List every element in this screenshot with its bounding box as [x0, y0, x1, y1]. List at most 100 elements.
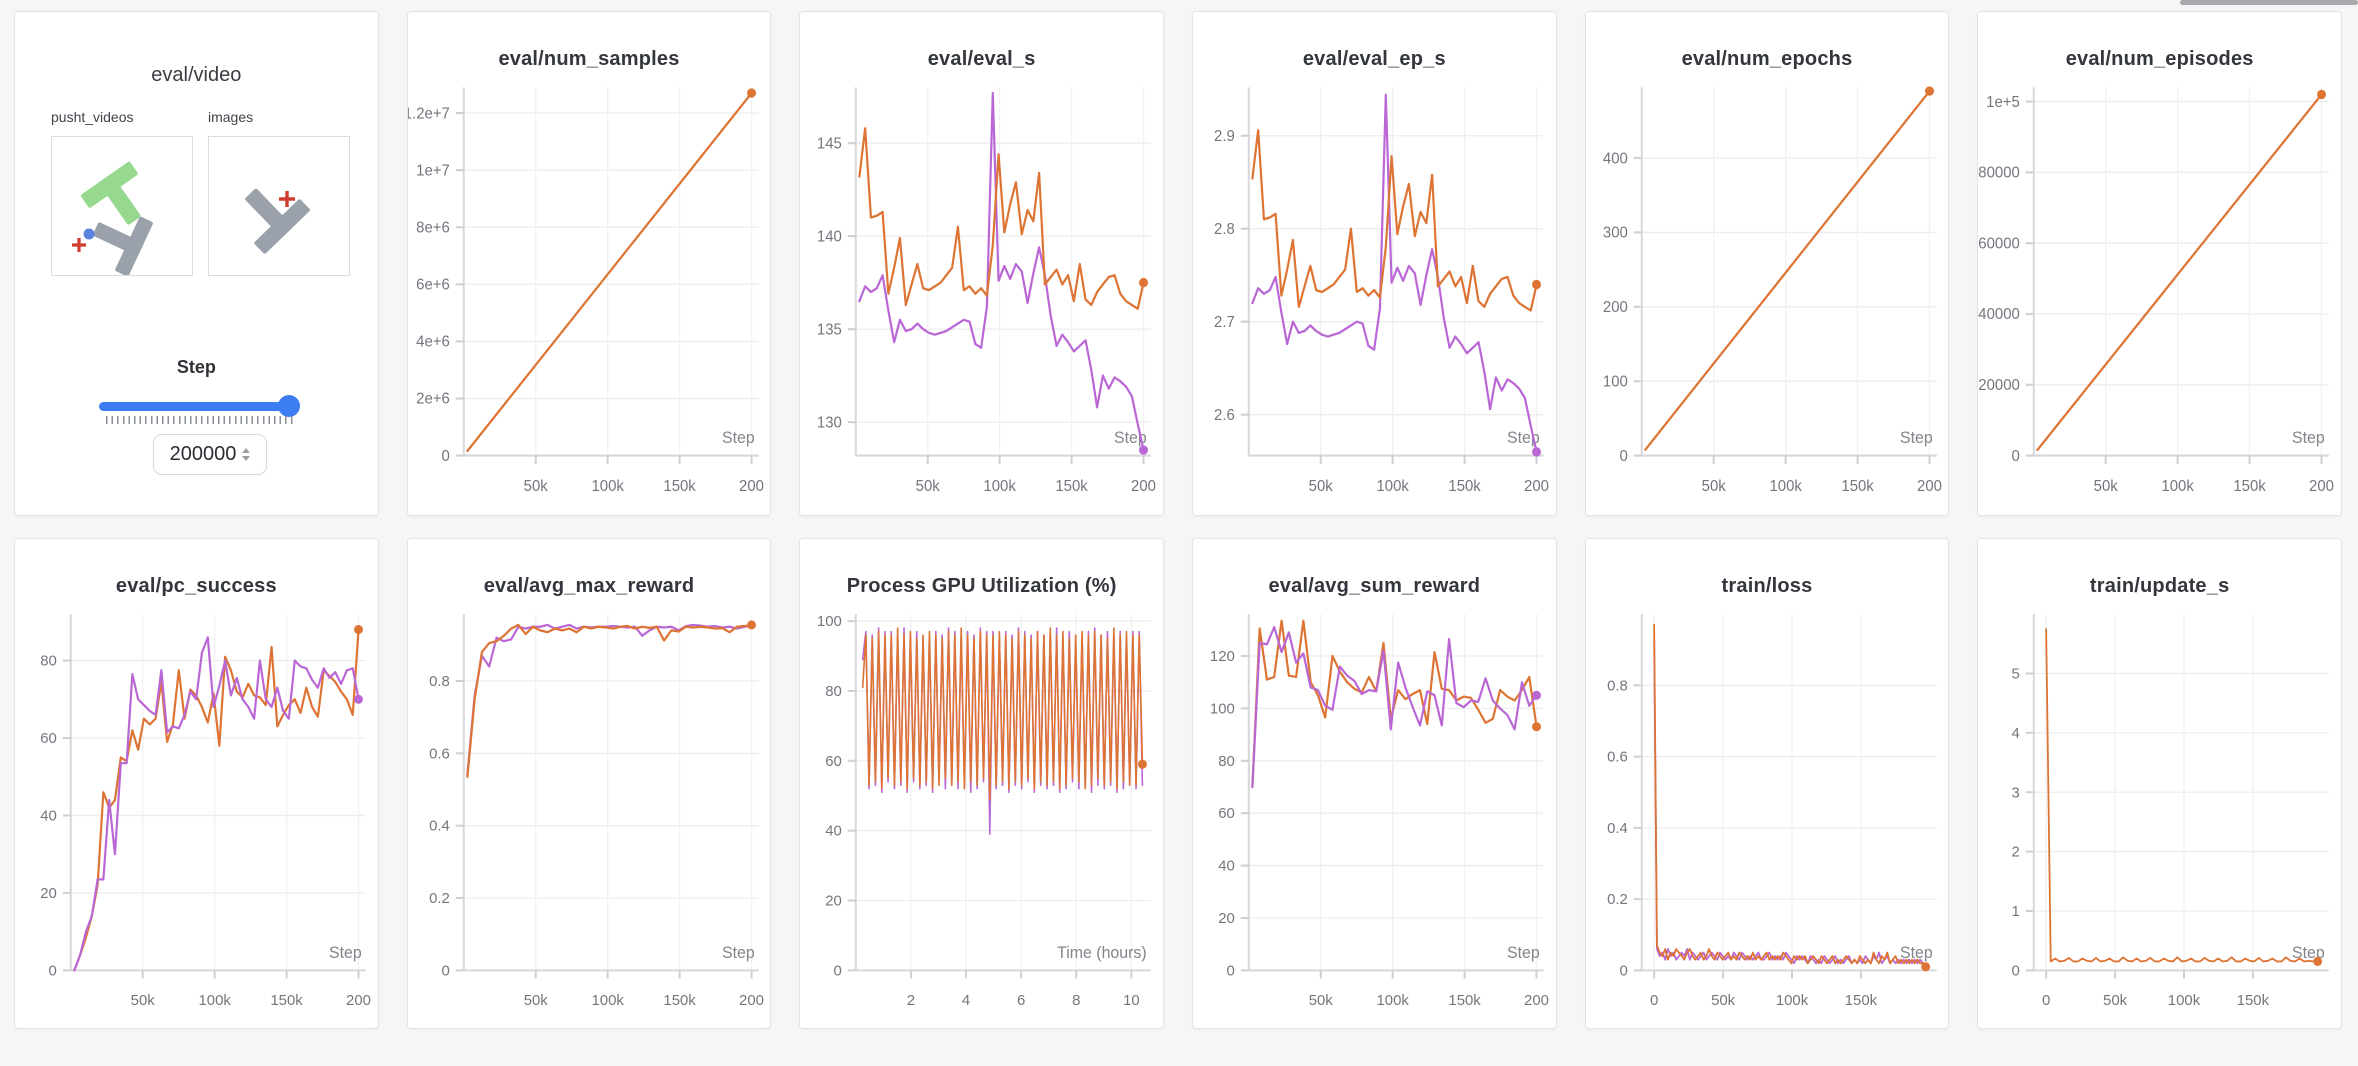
svg-text:80000: 80000 [1979, 164, 2021, 181]
svg-text:40: 40 [1218, 858, 1235, 875]
chart-plot[interactable]: 50k 100k 150k 200 0 100 200 300 400 Step [1586, 79, 1949, 510]
svg-text:0: 0 [2042, 992, 2050, 1009]
svg-text:4: 4 [962, 992, 970, 1009]
stepper-arrows-icon[interactable] [242, 448, 251, 461]
svg-text:60: 60 [40, 730, 57, 747]
images-thumbnail[interactable] [208, 136, 350, 276]
svg-text:80: 80 [1218, 753, 1235, 770]
svg-text:80: 80 [40, 653, 57, 670]
panel-eval-num-episodes[interactable]: eval/num_episodes 50k 100k 150k 200 0 20000 400… [1977, 11, 2342, 516]
svg-text:140: 140 [817, 228, 842, 245]
chart-plot[interactable]: 50k 100k 150k 200 0 20 40 60 80 Step [15, 606, 378, 1023]
svg-text:200: 200 [346, 992, 371, 1009]
svg-text:100k: 100k [198, 992, 231, 1009]
chart-title: Process GPU Utilization (%) [846, 575, 1117, 597]
svg-text:2.8: 2.8 [1214, 221, 1235, 238]
pusht-scene-icon [72, 161, 153, 277]
svg-text:5: 5 [2012, 665, 2020, 682]
step-slider[interactable] [99, 402, 298, 411]
panel-eval-num-epochs[interactable]: eval/num_epochs 50k 100k 150k 200 0 100 200 300 4… [1584, 11, 1950, 516]
svg-text:Step: Step [1900, 944, 1933, 962]
svg-text:8e+6: 8e+6 [416, 219, 450, 236]
panel-eval-eval-ep-s[interactable]: eval/eval_ep_s 50k 100k 150k 200 2.6 2.7 2.8 2.9… [1191, 11, 1557, 516]
svg-text:150k: 150k [2234, 478, 2267, 495]
svg-text:50k: 50k [1701, 478, 1725, 495]
step-slider-ticks [106, 416, 296, 424]
svg-text:2.6: 2.6 [1214, 407, 1235, 424]
step-value-input[interactable]: 200000 [153, 434, 267, 475]
svg-text:200: 200 [1524, 478, 1549, 495]
svg-text:50k: 50k [131, 992, 156, 1009]
svg-text:200: 200 [2309, 478, 2334, 495]
chart-title: eval/pc_success [115, 575, 277, 597]
svg-text:50k: 50k [1309, 992, 1334, 1009]
chart-plot[interactable]: 50k 100k 150k 200 130 135 140 145 Step [800, 79, 1163, 510]
svg-text:80: 80 [826, 683, 843, 700]
svg-text:120: 120 [1210, 648, 1235, 665]
panel-eval-avg-max-reward[interactable]: eval/avg_max_reward 50k 100k 150k 200 0 0.2 0.4… [406, 538, 772, 1029]
svg-text:0: 0 [1227, 962, 1235, 979]
chart-plot[interactable]: 0 50k 100k 150k 0 0.2 0.4 0.6 0.8 Step [1586, 606, 1949, 1023]
svg-text:50k: 50k [523, 478, 547, 495]
panel-eval-video[interactable]: eval/video pusht_videos images [14, 11, 379, 516]
svg-text:100k: 100k [1775, 992, 1808, 1009]
svg-text:0: 0 [2012, 448, 2020, 465]
chart-plot[interactable]: 50k 100k 150k 200 0 0.2 0.4 0.6 0.8 Step [408, 606, 771, 1023]
svg-text:0: 0 [441, 448, 449, 465]
svg-text:50k: 50k [916, 478, 940, 495]
svg-text:0.2: 0.2 [1607, 891, 1628, 908]
svg-text:130: 130 [817, 414, 842, 431]
svg-text:0.6: 0.6 [1607, 749, 1628, 766]
svg-text:200: 200 [1131, 478, 1156, 495]
svg-text:150k: 150k [1844, 992, 1877, 1009]
svg-text:400: 400 [1603, 150, 1628, 167]
svg-text:1.2e+7: 1.2e+7 [408, 105, 450, 122]
panel-eval-eval-s[interactable]: eval/eval_s 50k 100k 150k 200 130 135 140 145 Ste… [799, 11, 1164, 516]
chart-title: train/loss [1721, 575, 1813, 597]
chart-title: eval/avg_sum_reward [1268, 575, 1481, 597]
svg-text:100: 100 [1603, 373, 1628, 390]
svg-text:2e+6: 2e+6 [416, 390, 450, 407]
panel-eval-pc-success[interactable]: eval/pc_success 50k 100k 150k 200 0 20 40 60 80 St… [14, 538, 379, 1029]
svg-text:145: 145 [817, 135, 842, 152]
svg-text:6e+6: 6e+6 [416, 276, 450, 293]
svg-text:100k: 100k [1376, 992, 1409, 1009]
svg-text:150k: 150k [270, 992, 303, 1009]
chart-plot[interactable]: 50k 100k 150k 200 0 2e+6 4e+6 6e+6 8e+6 1e+7 1.2e+… [408, 79, 771, 510]
svg-text:100k: 100k [1376, 478, 1409, 495]
panel-train-loss[interactable]: train/loss 0 50k 100k 150k 0 0.2 0.4 0.6 0.8 Step [1584, 538, 1950, 1029]
panel-train-update-s[interactable]: train/update_s 0 50k 100k 150k 0 1 2 3 4 5 Step [1977, 538, 2342, 1029]
svg-text:200: 200 [739, 992, 764, 1009]
svg-text:2: 2 [2012, 844, 2020, 861]
svg-text:10: 10 [1123, 992, 1140, 1009]
svg-text:100k: 100k [984, 478, 1017, 495]
svg-text:100k: 100k [2168, 992, 2201, 1009]
svg-text:200: 200 [1524, 992, 1549, 1009]
pusht-videos-thumbnail[interactable] [51, 136, 193, 277]
chart-title: eval/num_samples [498, 48, 680, 70]
svg-text:0: 0 [49, 962, 57, 979]
svg-text:300: 300 [1603, 224, 1628, 241]
chart-title: eval/eval_s [927, 48, 1036, 70]
step-slider-handle[interactable] [278, 395, 300, 417]
svg-text:1e+5: 1e+5 [1987, 93, 2021, 110]
panel-eval-avg-sum-reward[interactable]: eval/avg_sum_reward 50k 100k 150k 200 0 20 40 60… [1191, 538, 1557, 1029]
chart-plot[interactable]: 50k 100k 150k 200 0 20 40 60 80 100 120 Step [1193, 606, 1556, 1023]
svg-text:20: 20 [40, 885, 57, 902]
svg-text:0: 0 [1650, 992, 1658, 1009]
svg-text:6: 6 [1017, 992, 1025, 1009]
svg-text:100k: 100k [1769, 478, 1802, 495]
svg-text:0.8: 0.8 [1607, 677, 1628, 694]
svg-text:3: 3 [2012, 784, 2020, 801]
svg-text:150k: 150k [663, 478, 696, 495]
svg-text:100k: 100k [2162, 478, 2195, 495]
svg-text:Time (hours): Time (hours) [1057, 944, 1147, 962]
chart-plot[interactable]: 50k 100k 150k 200 0 20000 40000 60000 80000 1e+5 S… [1978, 79, 2341, 510]
horizontal-scrollbar[interactable] [2180, 0, 2358, 5]
panel-process-gpu-utilization[interactable]: Process GPU Utilization (%) 2 4 6 8 10 0 20 40 60… [799, 538, 1164, 1029]
svg-text:60: 60 [1218, 805, 1235, 822]
panel-eval-num-samples[interactable]: eval/num_samples 50k 100k 150k 200 0 2e+6 4e+6 6… [406, 11, 772, 516]
